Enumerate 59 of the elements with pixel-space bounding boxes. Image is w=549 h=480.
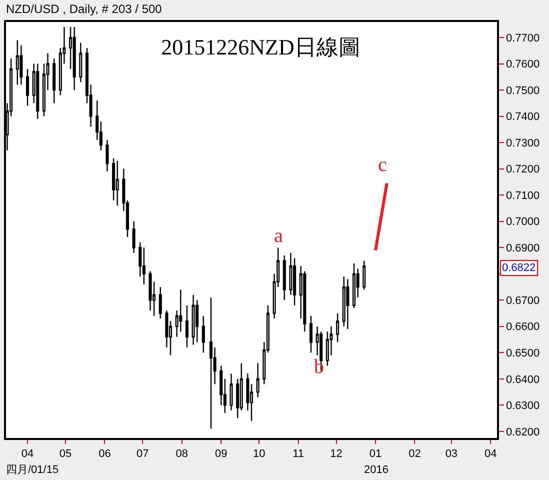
y-tick-label: 0.6200 [506,426,540,438]
x-tick-label: 09 [215,448,228,460]
candlestick [72,26,76,91]
candlestick [26,68,30,106]
candlestick [346,278,350,330]
x-tick-label: 02 [408,448,421,460]
y-tick-label: 0.6300 [506,400,540,412]
candlestick [116,160,119,206]
candlestick [342,276,346,327]
x-tick-label: 05 [59,448,72,460]
x-tick-label: 10 [252,448,266,460]
y-tick-label: 0.6400 [506,374,540,386]
candlestick [352,262,356,309]
y-tick-label: 0.7700 [506,32,540,44]
x-tick-label: 11 [292,448,304,460]
x-tick-label: 04 [484,448,497,460]
candlestick [36,63,40,120]
y-tick-label: 0.7100 [506,190,540,202]
y-tick-label: 0.7500 [506,84,540,97]
y-tick-label: 0.6700 [506,294,540,307]
x-tick-label: 06 [98,448,111,460]
annotation: b [314,356,324,378]
y-tick-label: 0.7600 [506,58,540,71]
candlestick [202,315,205,354]
y-tick-label: 0.6500 [506,348,540,360]
y-tick-label: 0.7200 [506,164,540,176]
text: 0.6822 [502,262,536,274]
y-tick-label: 0.6600 [506,321,540,334]
candlestick [79,42,82,83]
candlestick [336,312,340,343]
annotation: a [274,225,283,247]
candlestick [256,362,260,398]
candlestick [230,373,233,412]
x-tick-label: 01 [369,448,382,460]
annotation: c [378,154,387,176]
x-tick-label: 04 [21,448,34,460]
x-tick-label: 03 [445,448,458,460]
candlestick [192,294,195,346]
candlestick [185,304,188,348]
x-tick-label: 12 [330,448,342,460]
y-tick-label: 0.7000 [506,216,540,228]
x-tick-label: 07 [136,448,149,460]
candlestick [209,296,213,430]
candlestick [52,58,56,104]
candlestick [132,220,136,254]
candlestick [282,254,286,301]
text: 2016 [364,464,388,476]
candlestick [158,286,162,320]
chart-subtitle: NZD/USD , Daily, # 203 / 500 [6,2,162,16]
candlestick [106,139,109,172]
candlestick [362,260,366,290]
candlestick [16,40,19,86]
text: 四月/01/15 [6,464,59,476]
candlestick [309,315,313,354]
y-tick-label: 0.7300 [506,137,540,150]
x-tick-label: 08 [176,448,188,460]
y-tick-label: 0.7400 [506,111,540,124]
y-tick-label: 0.6900 [506,242,540,254]
text: 20151226NZD日線圖 [161,34,360,60]
